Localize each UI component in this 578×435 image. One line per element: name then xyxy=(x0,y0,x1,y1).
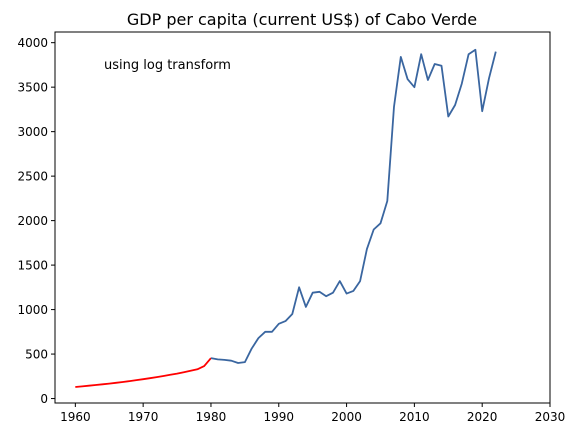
x-axis: 1960 1970 1980 1990 2000 2010 2020 2030 xyxy=(60,403,565,424)
x-tick-label: 1970 xyxy=(128,410,159,424)
y-tick-label: 3000 xyxy=(17,125,48,139)
chart-title: GDP per capita (current US$) of Cabo Ver… xyxy=(127,10,477,29)
x-tick-label: 2010 xyxy=(399,410,430,424)
series-line-0 xyxy=(75,357,212,388)
y-tick-label: 1000 xyxy=(17,303,48,317)
log-transform-annotation: using log transform xyxy=(104,58,231,73)
x-tick-label: 2030 xyxy=(535,410,566,424)
axes-frame xyxy=(54,31,551,404)
x-tick-label: 2000 xyxy=(331,410,362,424)
x-tick-label: 1960 xyxy=(60,410,91,424)
y-tick-label: 2500 xyxy=(17,170,48,184)
y-tick-label: 0 xyxy=(40,392,48,406)
series-line-1 xyxy=(210,48,497,364)
y-tick-label: 1500 xyxy=(17,259,48,273)
y-tick-label: 3500 xyxy=(17,81,48,95)
plot-area xyxy=(75,48,497,388)
x-tick-label: 1980 xyxy=(196,410,227,424)
y-axis: 0 500 1000 1500 2000 2500 3000 3500 4000 xyxy=(17,36,55,406)
y-tick-label: 500 xyxy=(25,348,48,362)
x-tick-label: 1990 xyxy=(263,410,294,424)
x-tick-label: 2020 xyxy=(467,410,498,424)
y-tick-label: 4000 xyxy=(17,36,48,50)
y-tick-label: 2000 xyxy=(17,214,48,228)
